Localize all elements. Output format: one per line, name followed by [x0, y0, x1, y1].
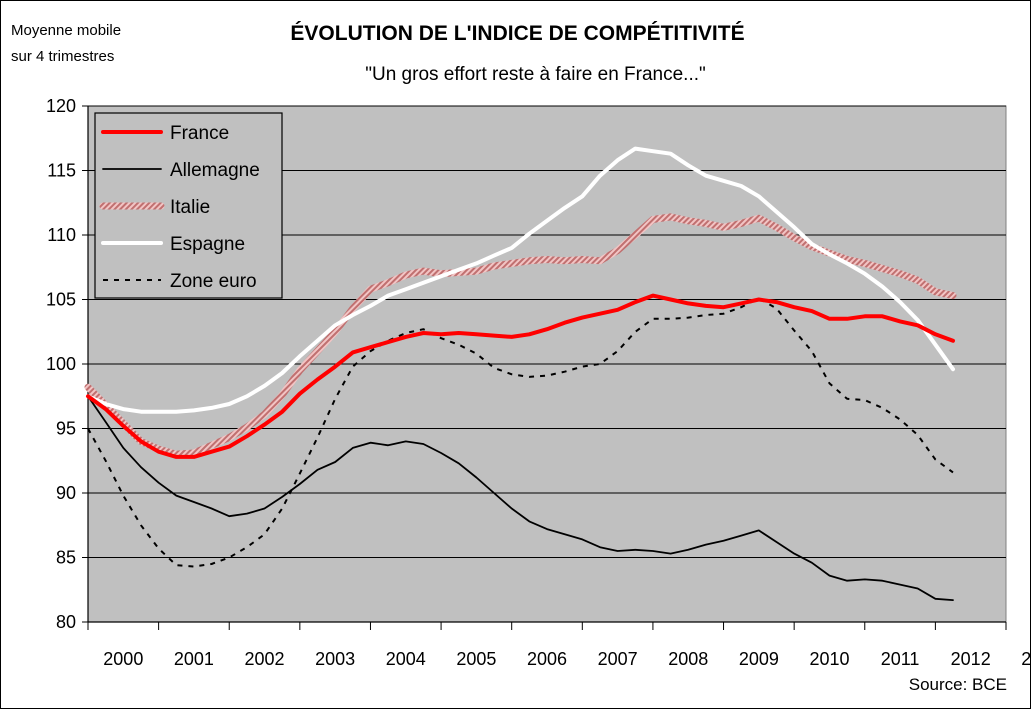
x-tick-label: 2003	[315, 649, 355, 669]
legend: France Allemagne Italie Espagne Zone euro	[94, 112, 283, 299]
y-tick-label: 110	[47, 225, 76, 245]
moving-average-note-line1: Moyenne mobile	[11, 22, 122, 39]
chart-subtitle-text: "Un gros effort reste à faire en France.…	[365, 64, 706, 85]
x-tick-label: 2008	[668, 649, 708, 669]
legend-label: Zone euro	[170, 271, 257, 292]
axes: 80 85 90 95 100 105 110 115 120 2000 2001 2002 2003 2…	[46, 96, 1031, 669]
x-tick-label: 2012	[951, 649, 991, 669]
y-tick-label: 80	[56, 612, 76, 632]
y-tick-label: 95	[56, 419, 76, 439]
chart-subtitle: "Un gros effort reste à faire en France.…	[0, 64, 1031, 86]
x-tick-label: 2009	[739, 649, 779, 669]
x-tick-label: 2005	[456, 649, 496, 669]
y-tick-label: 85	[56, 548, 76, 568]
x-tick-label: 2006	[527, 649, 567, 669]
series-layer	[84, 146, 957, 601]
x-tick-label: 2000	[103, 649, 143, 669]
legend-label: Espagne	[170, 234, 245, 255]
x-tick-label: 2010	[809, 649, 849, 669]
x-tick-label: 2007	[598, 649, 638, 669]
chart-title-text: ÉVOLUTION DE L'INDICE DE COMPÉTITIVITÉ	[290, 22, 745, 45]
series-line-italie	[84, 213, 957, 458]
legend-label: Italie	[170, 197, 210, 218]
legend-label: Allemagne	[170, 160, 260, 181]
y-tick-label: 105	[46, 290, 76, 310]
x-tick-label: 2002	[245, 649, 285, 669]
series-line-allemagne	[87, 395, 954, 601]
y-tick-label: 120	[46, 96, 76, 116]
x-tick-label: 2013	[1021, 649, 1031, 669]
x-tick-label: 2011	[881, 649, 920, 669]
series-line-espagne	[86, 146, 955, 414]
y-tick-label: 100	[46, 354, 76, 374]
legend-label: France	[170, 123, 229, 144]
x-tick-label: 2001	[174, 649, 214, 669]
chart-title: ÉVOLUTION DE L'INDICE DE COMPÉTITIVITÉ	[0, 22, 1031, 46]
source-note: Source: BCE	[908, 675, 1007, 694]
series-line-zone-euro	[87, 297, 954, 568]
x-tick-label: 2004	[386, 649, 426, 669]
y-tick-label: 115	[47, 161, 76, 181]
series-line-france	[86, 293, 955, 459]
moving-average-note-line2: sur 4 trimestres	[11, 48, 115, 65]
y-tick-label: 90	[56, 483, 76, 503]
